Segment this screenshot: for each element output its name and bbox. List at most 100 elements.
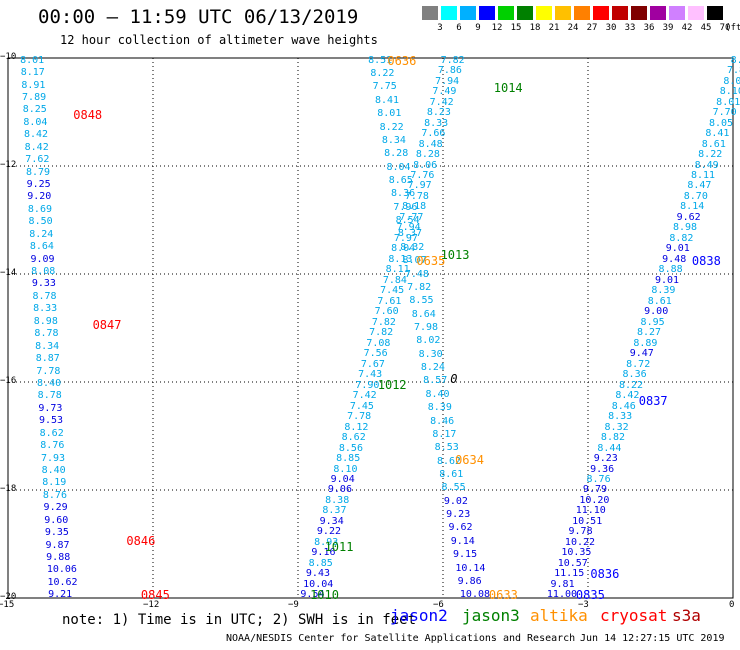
contour-zero-label: 0	[450, 372, 458, 387]
wave-height-value: 8.85	[308, 557, 333, 569]
wave-height-value: 9.48	[662, 253, 687, 265]
wave-height-value: 9.86	[457, 575, 482, 587]
wave-height-value: 7.82	[369, 327, 394, 339]
wave-height-value: 9.34	[319, 515, 344, 527]
wave-height-value: 8.01	[20, 54, 45, 66]
wave-height-value: 8.98	[672, 222, 698, 234]
wave-height-value: 8.33	[608, 411, 633, 423]
wave-height-value: 8.47	[687, 180, 712, 192]
pass-time-label: 0836	[590, 566, 620, 581]
pass-time-label: 1011	[324, 539, 354, 554]
x-tick-label: −9	[288, 600, 299, 610]
wave-height-value: 8.55	[409, 295, 434, 307]
wave-height-value: 8.41	[374, 94, 400, 106]
color-scale-swatch	[669, 6, 685, 20]
wave-height-value: 8.62	[436, 455, 462, 467]
color-scale-swatch	[460, 6, 476, 20]
wave-height-value: 8.46	[430, 415, 455, 427]
wave-height-value: 8.04	[386, 161, 411, 173]
wave-height-value: 10.62	[47, 576, 78, 588]
wave-height-value: 7.75	[372, 81, 397, 93]
wave-height-value: 9.01	[654, 274, 680, 286]
color-scale-swatch	[688, 6, 704, 20]
wave-height-value: 9.15	[453, 549, 478, 561]
pass-time-label: 0635	[416, 253, 446, 268]
legend-s3a: s3a	[672, 606, 701, 625]
color-scale-label: 36	[643, 23, 655, 33]
wave-height-value: 9.87	[45, 539, 70, 551]
pass-time-label: 1010	[310, 588, 339, 603]
color-scale-unit: (ft)	[725, 23, 740, 33]
wave-height-value: 7.98	[414, 322, 439, 333]
wave-height-value: 11.15	[554, 568, 585, 580]
wave-height-value: 8.87	[35, 353, 60, 365]
color-scale-label: 27	[586, 23, 598, 33]
wave-height-value: 8.39	[651, 285, 676, 297]
wave-height-value: 9.81	[550, 578, 575, 590]
wave-height-value: 8.40	[37, 377, 62, 389]
wave-height-value: 8.22	[698, 149, 723, 161]
wave-height-value: 7.84	[382, 274, 407, 286]
wave-height-value: 10.08	[459, 589, 491, 601]
wave-height-value: 8.06	[413, 159, 438, 171]
wave-height-value: 9.23	[446, 509, 471, 521]
wave-height-value: 7.78	[404, 190, 429, 202]
wave-height-value: 8.62	[39, 427, 64, 439]
wave-height-value: 7.82	[371, 316, 396, 328]
wave-height-value: 8.55	[441, 482, 466, 494]
wave-height-value: 8.89	[633, 337, 658, 349]
wave-height-value: 8.02	[416, 335, 441, 347]
generated-timestamp: Jun 14 12:27:15 UTC 2019	[580, 633, 725, 644]
wave-height-value: 7.42	[352, 390, 377, 402]
color-scale-label: 21	[548, 23, 560, 33]
wave-height-value: 8.32	[400, 241, 425, 253]
wave-height-value: 9.04	[330, 473, 355, 485]
wave-height-value: 8.36	[391, 188, 416, 200]
wave-height-value: 7.81	[726, 65, 740, 77]
wave-height-value: 8.40	[41, 464, 66, 476]
wave-height-value: 8.72	[626, 358, 651, 370]
wave-height-value: 7.08	[366, 337, 391, 349]
color-scale-label: 12	[491, 23, 503, 33]
wave-height-value: 7.62	[25, 154, 50, 166]
pass-time-label: 0634	[455, 453, 484, 468]
wave-height-value: 10.51	[572, 515, 603, 527]
wave-height-value: 7.94	[396, 222, 421, 234]
color-scale-swatch	[707, 6, 723, 20]
color-scale-swatch	[479, 6, 495, 20]
wave-height-value: 8.11	[690, 170, 716, 181]
wave-height-value: 8.01	[716, 96, 740, 108]
wave-height-value: 8.78	[34, 328, 59, 340]
wave-height-value: 8.04	[391, 243, 416, 255]
wave-height-value: 7.78	[36, 365, 61, 377]
wave-height-value: 7.45	[380, 285, 405, 297]
wave-height-value: 8.25	[22, 104, 47, 116]
wave-height-value: 8.88	[658, 264, 683, 276]
wave-height-value: 8.76	[42, 489, 67, 501]
wave-height-value: 7.96	[393, 201, 418, 213]
wave-height-value: 9.53	[38, 415, 64, 427]
wave-height-value: 7.97	[393, 232, 418, 244]
wave-height-value: 9.36	[590, 463, 615, 475]
wave-height-value: 8.22	[370, 68, 395, 80]
color-scale-label: 39	[662, 23, 674, 33]
wave-height-value: 9.62	[676, 211, 701, 223]
wave-height-value: 9.22	[316, 526, 341, 538]
wave-height-value: 8.61	[647, 295, 672, 307]
wave-height-value: 9.09	[30, 253, 55, 265]
x-tick-label: −12	[143, 600, 160, 610]
wave-height-value: 10.57	[557, 557, 588, 569]
wave-height-value: 7.97	[407, 180, 432, 192]
color-scale-swatch	[536, 6, 552, 20]
wave-height-value: 9.16	[311, 547, 336, 559]
wave-height-value: 8.08	[31, 266, 56, 278]
wave-height-value: 7.94	[435, 75, 460, 87]
x-tick-label: 0	[729, 600, 735, 610]
wave-height-value: 8.14	[680, 201, 705, 213]
wave-height-value: 8.54	[395, 215, 420, 227]
wave-height-value: 8.33	[424, 117, 449, 129]
wave-height-value: 8.34	[381, 134, 406, 146]
pass-time-label: 0633	[488, 588, 518, 603]
